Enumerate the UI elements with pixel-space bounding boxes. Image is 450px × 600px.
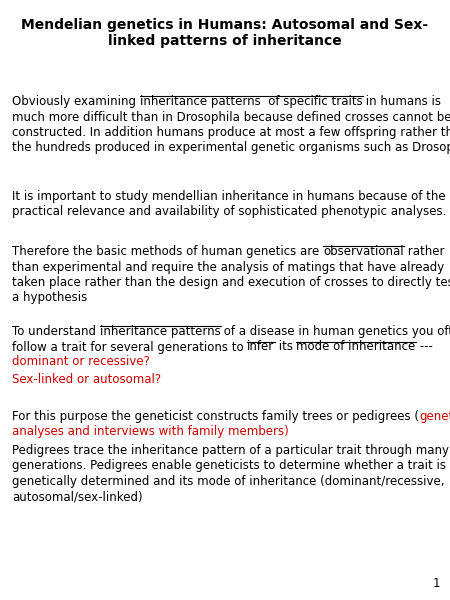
Text: 1: 1 [432,577,440,590]
Text: much more difficult than in Drosophila because defined crosses cannot be: much more difficult than in Drosophila b… [12,110,450,124]
Text: taken place rather than the design and execution of crosses to directly test: taken place rather than the design and e… [12,276,450,289]
Text: genetically determined and its mode of inheritance (dominant/recessive,: genetically determined and its mode of i… [12,475,445,488]
Text: the hundreds produced in experimental genetic organisms such as Drosophila: the hundreds produced in experimental ge… [12,142,450,154]
Text: a hypothesis: a hypothesis [12,292,87,304]
Text: than experimental and require the analysis of matings that have already: than experimental and require the analys… [12,260,444,274]
Text: infer: infer [248,340,274,353]
Text: its: its [274,340,297,353]
Text: Obviously examining: Obviously examining [12,95,140,108]
Text: of a disease in human genetics you often: of a disease in human genetics you often [220,325,450,338]
Text: For this purpose the geneticist constructs family trees or pedigrees (: For this purpose the geneticist construc… [12,410,419,423]
Text: Sex-linked or autosomal?: Sex-linked or autosomal? [12,373,161,386]
Text: To understand: To understand [12,325,100,338]
Text: observational: observational [323,245,404,258]
Text: genetic: genetic [419,410,450,423]
Text: analyses and interviews with family members): analyses and interviews with family memb… [12,425,289,439]
Text: It is important to study mendellian inheritance in humans because of the: It is important to study mendellian inhe… [12,190,445,203]
Text: mode of inheritance: mode of inheritance [297,340,416,353]
Text: linked patterns of inheritance: linked patterns of inheritance [108,34,342,48]
Text: rather: rather [404,245,444,258]
Text: inheritance patterns  of specific traits: inheritance patterns of specific traits [140,95,363,108]
Text: dominant or recessive?: dominant or recessive? [12,355,150,368]
Text: in humans is: in humans is [363,95,441,108]
Text: generations. Pedigrees enable geneticists to determine whether a trait is: generations. Pedigrees enable geneticist… [12,460,446,473]
Text: practical relevance and availability of sophisticated phenotypic analyses.: practical relevance and availability of … [12,205,446,218]
Text: ---: --- [416,340,432,353]
Text: inheritance patterns: inheritance patterns [100,325,220,338]
Text: follow a trait for several generations to: follow a trait for several generations t… [12,340,248,353]
Text: autosomal/sex-linked): autosomal/sex-linked) [12,491,143,503]
Text: Therefore the basic methods of human genetics are: Therefore the basic methods of human gen… [12,245,323,258]
Text: Pedigrees trace the inheritance pattern of a particular trait through many: Pedigrees trace the inheritance pattern … [12,444,449,457]
Text: Mendelian genetics in Humans: Autosomal and Sex-: Mendelian genetics in Humans: Autosomal … [22,18,428,32]
Text: constructed. In addition humans produce at most a few offspring rather than: constructed. In addition humans produce … [12,126,450,139]
